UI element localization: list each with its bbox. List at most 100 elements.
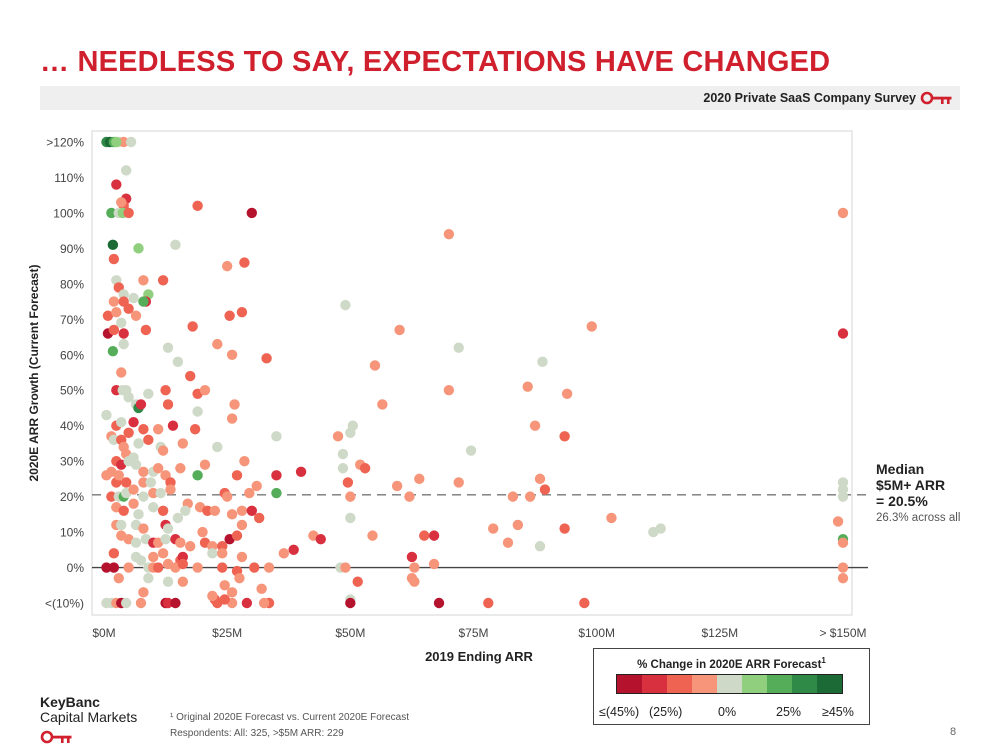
data-point bbox=[337, 463, 349, 474]
data-point bbox=[130, 310, 142, 321]
median-line2: $5M+ ARR bbox=[876, 477, 946, 493]
footnotes: ¹ Original 2020E Forecast vs. Current 20… bbox=[170, 710, 409, 742]
legend-label-2: 0% bbox=[718, 705, 737, 719]
data-point bbox=[524, 491, 536, 502]
data-point bbox=[522, 381, 533, 392]
legend-title: % Change in 2020E ARR Forecast1 bbox=[594, 656, 869, 671]
data-point bbox=[170, 239, 181, 251]
data-point bbox=[148, 551, 159, 563]
data-point bbox=[140, 324, 152, 336]
y-tick-label: 110% bbox=[54, 171, 84, 185]
data-point bbox=[433, 597, 445, 609]
data-point bbox=[261, 353, 272, 364]
data-point bbox=[256, 583, 267, 595]
data-point bbox=[236, 551, 248, 563]
legend-swatch bbox=[667, 675, 692, 693]
data-point bbox=[177, 558, 189, 570]
legend-label-0: ≤(45%) bbox=[599, 705, 640, 719]
data-point bbox=[143, 434, 154, 446]
data-point bbox=[101, 562, 112, 573]
data-point bbox=[111, 307, 122, 318]
data-point bbox=[246, 505, 257, 516]
data-point bbox=[207, 548, 218, 559]
color-legend: % Change in 2020E ARR Forecast1 ≤(45%) (… bbox=[593, 648, 870, 725]
legend-swatch bbox=[817, 675, 842, 693]
data-point bbox=[202, 505, 213, 516]
data-point bbox=[170, 597, 181, 609]
data-point bbox=[394, 324, 405, 336]
data-point bbox=[108, 296, 120, 307]
legend-label-3: 25% bbox=[776, 705, 802, 719]
data-point bbox=[837, 491, 849, 502]
y-tick-label: 80% bbox=[60, 277, 84, 291]
data-point bbox=[221, 491, 233, 502]
data-point bbox=[345, 597, 356, 609]
data-point bbox=[512, 519, 524, 531]
data-point bbox=[453, 342, 464, 353]
data-point bbox=[185, 370, 196, 382]
legend-swatch bbox=[692, 675, 717, 693]
data-point bbox=[192, 406, 203, 417]
legend-swatch bbox=[742, 675, 767, 693]
data-point bbox=[123, 392, 134, 403]
data-point bbox=[229, 399, 240, 410]
y-tick-label: 90% bbox=[60, 242, 84, 256]
data-point bbox=[219, 594, 230, 605]
data-point bbox=[175, 537, 186, 548]
x-axis-ticks: $0M $25M $50M $75M $100M $125M > $150M bbox=[92, 626, 866, 640]
data-point bbox=[246, 207, 257, 219]
legend-label-1: (25%) bbox=[649, 705, 683, 719]
data-point bbox=[138, 523, 149, 534]
data-point bbox=[534, 541, 546, 552]
data-point bbox=[837, 537, 849, 548]
data-point bbox=[226, 587, 238, 598]
median-annotation: Median $5M+ ARR = 20.5% 26.3% across all bbox=[876, 461, 960, 524]
data-point bbox=[837, 562, 849, 573]
data-point bbox=[192, 470, 203, 481]
data-point bbox=[288, 544, 299, 556]
data-point bbox=[106, 491, 117, 502]
data-point bbox=[155, 487, 166, 499]
data-point bbox=[143, 388, 154, 399]
data-point bbox=[199, 459, 211, 470]
data-point bbox=[342, 477, 354, 488]
data-point bbox=[138, 424, 149, 435]
data-point bbox=[239, 257, 250, 268]
data-point bbox=[102, 310, 114, 321]
data-point bbox=[369, 360, 381, 371]
data-point bbox=[507, 491, 519, 502]
slide-title: … NEEDLESS TO SAY, EXPECTATIONS HAVE CHA… bbox=[40, 46, 831, 78]
legend-swatch bbox=[617, 675, 642, 693]
data-point bbox=[529, 420, 541, 431]
data-point bbox=[120, 165, 132, 176]
data-point bbox=[177, 576, 189, 587]
y-tick-label: 0% bbox=[67, 561, 85, 575]
data-point bbox=[428, 530, 440, 541]
data-point bbox=[271, 487, 282, 499]
data-point bbox=[108, 324, 120, 336]
data-point bbox=[443, 385, 455, 396]
y-tick-label: 60% bbox=[60, 348, 84, 362]
data-point bbox=[118, 338, 129, 350]
data-point bbox=[419, 530, 430, 541]
data-point bbox=[537, 356, 548, 368]
data-point bbox=[116, 416, 127, 428]
legend-swatch bbox=[767, 675, 792, 693]
data-point bbox=[111, 179, 122, 190]
data-point bbox=[217, 562, 228, 573]
data-point bbox=[192, 562, 203, 573]
data-point bbox=[295, 466, 307, 477]
data-point bbox=[128, 484, 139, 495]
legend-swatch bbox=[642, 675, 667, 693]
data-point bbox=[106, 207, 117, 219]
data-point bbox=[138, 466, 149, 477]
data-point bbox=[101, 409, 112, 421]
data-point bbox=[539, 484, 551, 495]
legend-swatches bbox=[616, 674, 843, 694]
data-point bbox=[162, 523, 174, 534]
median-line1: Median bbox=[876, 461, 925, 477]
data-point bbox=[224, 310, 235, 321]
data-point bbox=[648, 526, 659, 538]
data-point bbox=[135, 399, 147, 410]
